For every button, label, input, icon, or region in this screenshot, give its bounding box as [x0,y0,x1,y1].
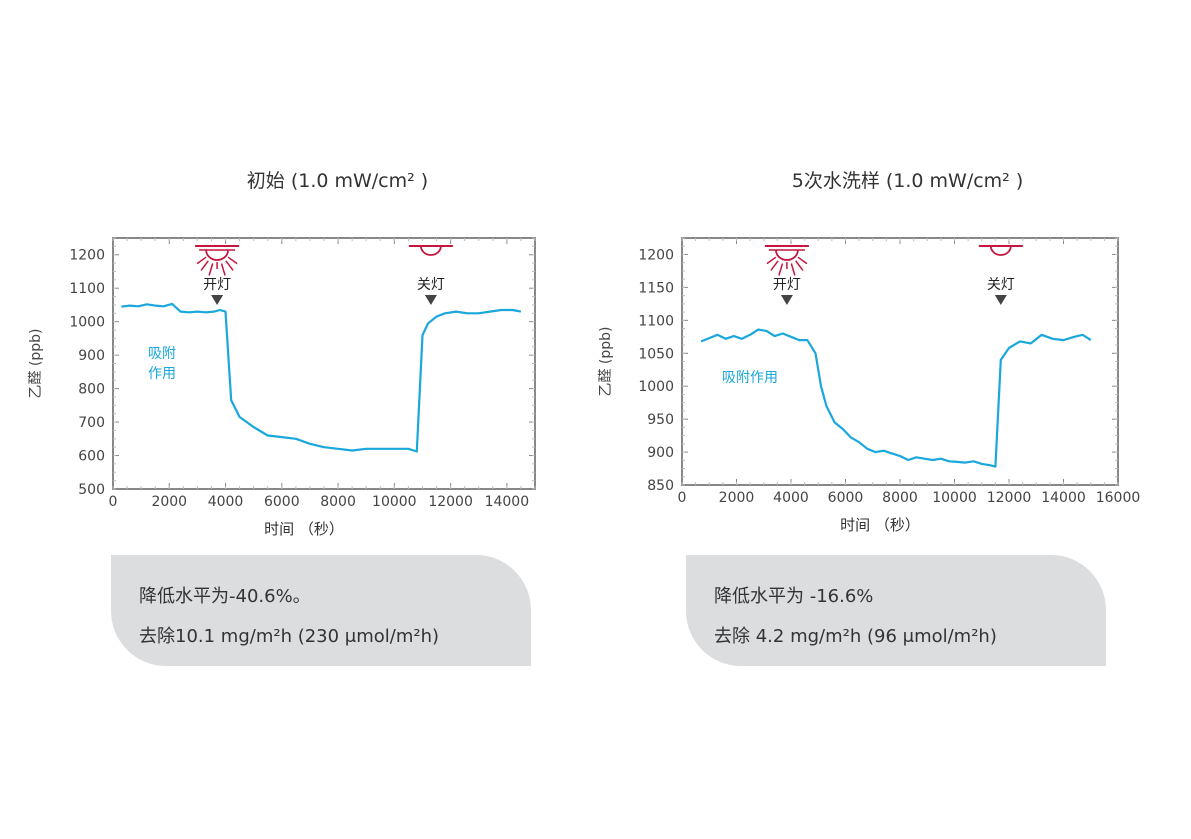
summary-box: 降低水平为 -16.6% 去除 4.2 mg/m²h (96 μmol/m²h) [686,555,1106,666]
lamp-off-marker: 关灯 [408,245,453,305]
summary-removal: 去除10.1 mg/m²h (230 μmol/m²h) [139,626,440,647]
series-line [700,328,1092,468]
x-tick-label: 4000 [208,494,244,510]
light-ray [225,260,234,271]
down-arrow-icon [424,295,437,305]
y-tick-label: 1200 [638,247,674,263]
y-tick-label: 600 [78,449,105,465]
lamp-bulb [989,245,1012,256]
x-tick-label: 2000 [719,490,755,506]
down-arrow-icon [994,295,1007,305]
chart-title: 初始 (1.0 mW/cm² ) [246,170,429,192]
summary-reduction: 降低水平为-40.6%。 [139,586,311,607]
y-tick-label: 850 [647,478,674,494]
light-ray [208,263,214,276]
x-axis-label: 时间 （秒） [840,516,920,534]
lamp-label: 开灯 [773,277,801,293]
light-ray [778,263,784,276]
y-tick-label: 1000 [69,315,105,331]
y-tick-label: 1100 [638,313,674,329]
light-ray [200,260,209,271]
x-tick-label: 16000 [1096,490,1141,506]
x-tick-label: 8000 [882,490,918,506]
light-ray [797,256,808,265]
y-tick-label: 800 [78,382,105,398]
lamp-label: 开灯 [203,277,231,293]
summary-box: 降低水平为-40.6%。 去除10.1 mg/m²h (230 μmol/m²h… [111,555,531,666]
lamp-on-marker: 开灯 [764,245,809,305]
x-tick-label: 12000 [428,494,473,510]
x-tick-label: 14000 [1041,490,1086,506]
y-tick-label: 1200 [69,248,105,264]
light-ray [766,256,777,265]
summary-reduction: 降低水平为 -16.6% [714,586,874,607]
light-ray [770,260,779,271]
chart-title: 5次水洗样 (1.0 mW/cm² ) [791,170,1024,192]
y-tick-label: 700 [78,415,105,431]
x-tick-label: 6000 [264,494,300,510]
y-tick-label: 900 [647,445,674,461]
x-tick-label: 6000 [828,490,864,506]
x-tick-label: 10000 [372,494,417,510]
light-ray [196,256,207,265]
lamp-bulb [420,245,442,256]
y-tick-label: 1000 [638,379,674,395]
down-arrow-icon [780,295,793,305]
y-axis-label: 乙醛 (ppb) [28,328,44,398]
chart-panel-initial: 初始 (1.0 mW/cm² ) 500 600 700 800 900 1000 1100… [0,0,595,839]
y-tick-label: 900 [78,348,105,364]
x-tick-label: 0 [678,490,687,506]
x-axis-label: 时间 （秒） [264,520,344,538]
lamp-bulb [205,249,229,261]
y-tick-label: 1150 [638,280,674,296]
series-line [121,302,522,453]
lamp-on-marker: 开灯 [195,245,240,305]
y-tick-label: 950 [647,412,674,428]
y-tick-label: 1100 [69,281,105,297]
y-tick-label: 500 [78,482,105,498]
plot-frame [112,237,536,490]
down-arrow-icon [211,295,224,305]
lamp-label: 关灯 [987,277,1015,293]
x-tick-label: 4000 [773,490,809,506]
lamp-off-marker: 关灯 [978,245,1023,305]
light-ray [790,263,796,276]
y-tick-label: 1050 [638,346,674,362]
adsorption-note: 吸附 [148,346,176,362]
x-tick-label: 0 [109,494,118,510]
x-tick-label: 14000 [485,494,530,510]
adsorption-note: 吸附作用 [722,370,778,386]
x-tick-label: 10000 [932,490,977,506]
y-axis-label: 乙醛 (ppb) [598,326,614,396]
x-tick-label: 8000 [320,494,356,510]
summary-removal: 去除 4.2 mg/m²h (96 μmol/m²h) [714,626,997,647]
x-tick-label: 12000 [987,490,1032,506]
light-ray [220,263,226,276]
chart-panel-washed: 5次水洗样 (1.0 mW/cm² ) 850 900 950 1000 1050 110… [570,0,1165,839]
adsorption-note: 作用 [148,366,176,382]
lamp-label: 关灯 [417,277,445,293]
light-ray [227,256,238,265]
light-ray [795,260,804,271]
lamp-bulb [775,249,799,261]
x-tick-label: 2000 [151,494,187,510]
plot-frame [681,237,1119,486]
